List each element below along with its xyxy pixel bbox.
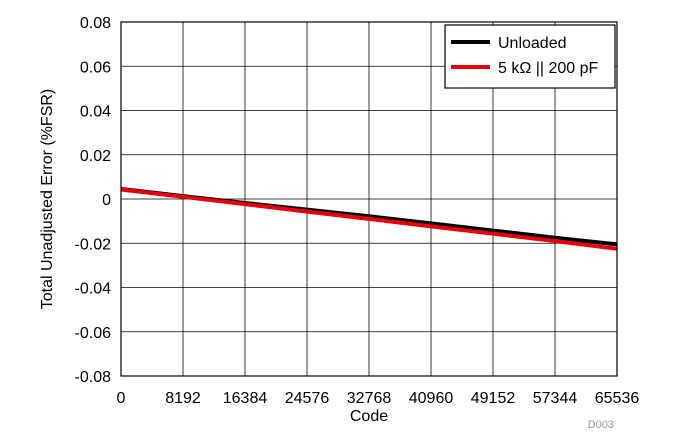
y-tick-labels: 0.08 0.06 0.04 0.02 0 -0.02 -0.04 -0.06 -0.08 — [75, 15, 112, 386]
y-tick-label: 0.04 — [80, 104, 111, 121]
y-tick-label: 0.02 — [80, 148, 111, 165]
x-tick-label: 57344 — [533, 390, 578, 407]
x-tick-label: 65536 — [595, 390, 640, 407]
x-tick-label: 49152 — [471, 390, 516, 407]
y-tick-label: -0.08 — [75, 369, 112, 386]
x-tick-label: 24576 — [285, 390, 330, 407]
y-tick-label: 0.06 — [80, 59, 111, 76]
x-axis-label: Code — [350, 408, 388, 425]
y-tick-label: -0.04 — [75, 281, 112, 298]
x-tick-label: 0 — [117, 390, 126, 407]
legend-label-loaded: 5 kΩ || 200 pF — [498, 60, 599, 77]
series-line-loaded — [120, 187, 618, 251]
y-axis-label: Total Unadjusted Error (%FSR) — [39, 89, 56, 310]
y-tick-label: 0.08 — [80, 15, 111, 32]
series-lines — [120, 187, 618, 251]
legend: Unloaded 5 kΩ || 200 pF — [444, 24, 616, 89]
x-tick-label: 16384 — [223, 390, 268, 407]
x-tick-label: 40960 — [409, 390, 454, 407]
y-tick-label: 0 — [102, 192, 111, 209]
y-tick-label: -0.02 — [75, 236, 112, 253]
legend-box — [444, 24, 616, 89]
plot-frame — [120, 21, 618, 377]
y-tick-label: -0.06 — [75, 325, 112, 342]
x-tick-label: 8192 — [165, 390, 201, 407]
legend-label-unloaded: Unloaded — [498, 35, 567, 52]
x-tick-labels: 0 8192 16384 24576 32768 40960 49152 57344 65536 — [117, 390, 640, 407]
x-tick-label: 32768 — [347, 390, 392, 407]
figure-id-annotation: D003 — [588, 419, 614, 431]
